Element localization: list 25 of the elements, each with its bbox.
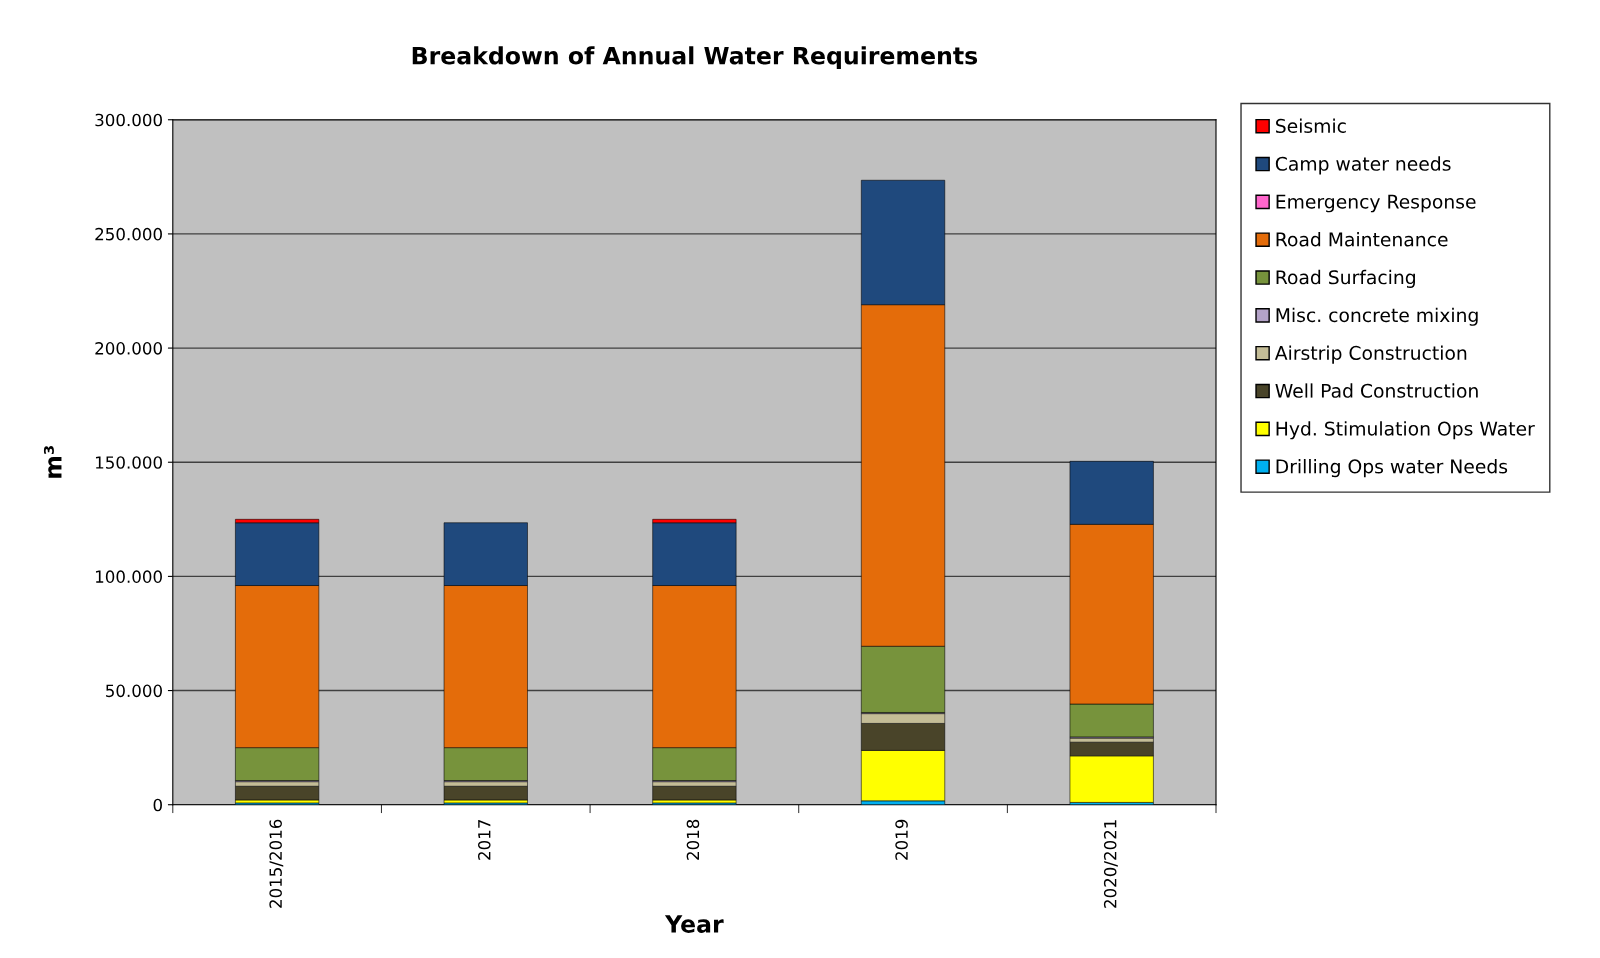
x-tick-label: 2020/2021 [1103,820,1118,908]
legend-label: Camp water needs [1275,156,1451,175]
legend-label: Road Maintenance [1276,232,1448,247]
legend-label: Seismic [1276,118,1346,134]
x-tick-label: 2018 [686,819,700,860]
x-tick-label: 2019 [895,819,908,860]
x-tick-label: 2015/2016 [269,819,284,908]
chart-title: Breakdown of Annual Water Requirements [412,46,978,70]
legend-label: Road Surfacing [1276,269,1415,288]
y-tick-label: 300.000 [95,113,162,127]
legend-label: Well Pad Construction [1275,383,1478,398]
legend-label: Airstrip Construction [1274,345,1467,364]
legend-label: Emergency Response [1276,194,1476,213]
y-tick-label: 150.000 [95,456,162,469]
legend-label: Hyd. Stimulation Ops Water [1276,421,1535,440]
legend-label: Misc. concrete mixing [1276,307,1478,326]
y-axis-title: m³ [43,446,62,478]
y-tick-label: 100.000 [95,570,162,583]
y-tick-label: 0 [153,798,162,812]
x-tick-label: 2017 [477,820,491,860]
x-axis-title: Year [664,915,724,933]
y-tick-label: 50.000 [106,684,162,698]
y-tick-label: 250.000 [95,227,162,241]
y-tick-label: 200.000 [95,342,162,355]
legend-label: Drilling Ops water Needs [1276,459,1508,478]
